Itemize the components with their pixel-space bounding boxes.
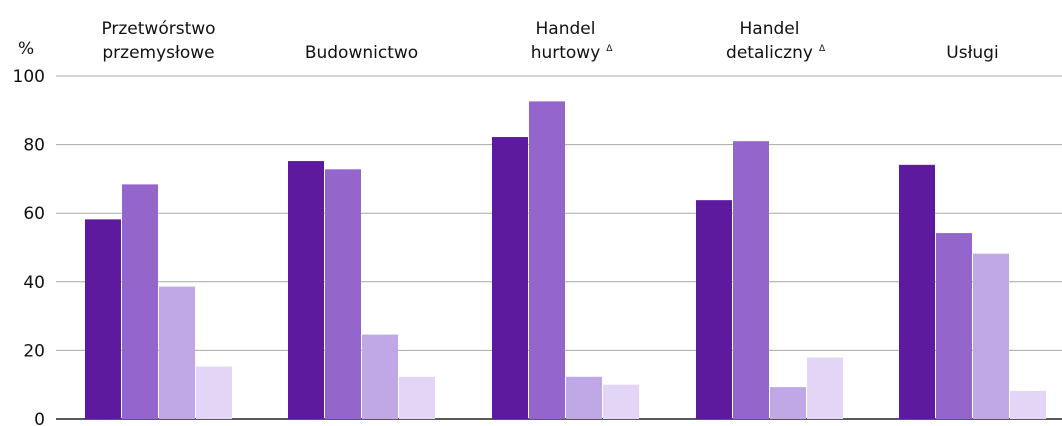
- bar: [770, 387, 806, 419]
- category-label: hurtowy: [531, 43, 601, 63]
- bar: [288, 161, 324, 419]
- category-label: przemysłowe: [102, 43, 214, 63]
- bar: [159, 286, 195, 419]
- bar: [325, 169, 361, 419]
- bar: [973, 253, 1009, 419]
- category-label: detaliczny: [726, 43, 813, 63]
- bar: [696, 200, 732, 419]
- bar: [85, 219, 121, 419]
- bar: [936, 233, 972, 419]
- bar: [362, 334, 398, 419]
- bar: [196, 366, 232, 419]
- y-tick-label: 60: [23, 204, 45, 224]
- category-label: Budownictwo: [305, 43, 418, 63]
- bars: [85, 101, 1046, 420]
- bar: [1010, 390, 1046, 419]
- category-label: Handel: [740, 19, 800, 39]
- bar: [899, 164, 935, 419]
- y-axis-unit-label: %: [18, 39, 34, 59]
- category-label: Handel: [536, 19, 596, 39]
- y-tick-label: 20: [23, 341, 45, 361]
- y-tick-label: 100: [13, 67, 45, 87]
- bar: [733, 141, 769, 420]
- bar: [603, 384, 639, 419]
- category-label: Przetwórstwo: [101, 19, 215, 39]
- bar: [122, 184, 158, 419]
- category-footnote-mark: Δ: [606, 44, 613, 54]
- y-tick-label: 80: [23, 136, 45, 156]
- bar: [807, 357, 843, 419]
- bar: [566, 376, 602, 419]
- y-axis: 0 20 40 60 80 100: [13, 67, 45, 426]
- bar: [529, 101, 565, 419]
- y-tick-label: 40: [23, 273, 45, 293]
- bar: [492, 137, 528, 419]
- category-label: Usługi: [946, 43, 998, 63]
- y-tick-label: 0: [34, 410, 45, 426]
- bar: [399, 376, 435, 419]
- category-labels: Przetwórstwo przemysłowe Budownictwo Handel…: [101, 19, 998, 63]
- category-footnote-mark: Δ: [819, 44, 826, 54]
